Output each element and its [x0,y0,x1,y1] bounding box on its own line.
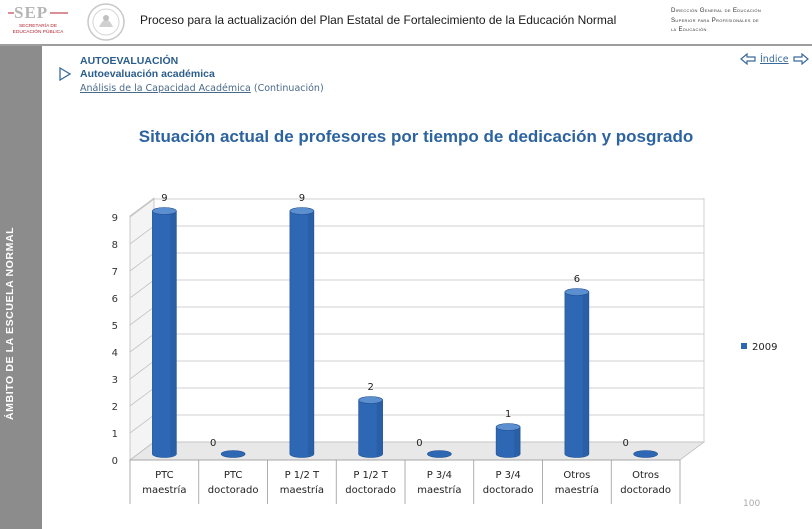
sep-logo-text: SEP [14,3,49,22]
header-directorate-line: la Educación [671,26,707,33]
gridline [129,279,704,299]
sep-logo-subtitle: Secretaría de Educación Pública [12,24,64,35]
header-divider [0,44,812,46]
bar-shade [376,400,383,456]
gridline [129,252,704,272]
data-label: 1 [505,409,511,420]
section-subtitle: Autoevaluación académica [80,68,215,80]
x-tick-label: doctorado [620,485,671,496]
data-label: 9 [299,193,305,204]
bar-shade [170,211,177,456]
bar-shade [307,211,314,456]
chart-side-wall [129,197,155,461]
chart-grid [128,197,706,461]
x-tick-label: P 1/2 T [285,470,320,481]
legend-swatch [741,343,747,349]
bar [495,426,521,458]
bar-top [289,207,315,215]
y-tick-label: 8 [112,240,118,251]
x-tick-label: PTC [155,470,174,481]
bar-shade [582,292,589,456]
x-tick-label: maestría [280,484,324,496]
header-directorate-line: Superior para Profesionales de [671,16,759,24]
header-title: Proceso para la actualización del Plan E… [140,13,617,27]
bar-top [495,423,521,431]
data-label: 9 [161,193,167,204]
bar [220,450,246,458]
section-title: AUTOEVALUACIÓN [80,55,179,67]
gridline [129,387,704,407]
x-tick-label: P 3/4 [427,470,452,481]
x-tick-label: maestría [417,484,461,496]
sep-logo-graphic [8,12,68,14]
bar-top [564,288,590,296]
index-nav: Índice [740,53,809,65]
bar-top [358,396,383,404]
y-tick-label: 9 [112,213,118,224]
header-directorate: Dirección General de Educación Superior … [671,6,801,35]
link-suffix: (Continuación) [253,83,324,94]
gridline [129,414,704,434]
index-link[interactable]: Índice [760,53,789,65]
x-tick-label: doctorado [345,485,396,496]
data-label: 6 [574,274,580,285]
gridline [129,333,704,353]
bar-top [152,207,177,215]
gridline [129,225,704,245]
bar [564,291,590,458]
x-tick-label: maestría [555,484,599,496]
legend-label: 2009 [752,342,777,353]
y-tick-label: 0 [112,456,118,467]
chart-legend: 2009 [741,342,777,353]
chart-labels: 0 1 2 3 4 5 6 7 8 9 9 PTC maestría 0 PTC doctorado 9 P 1/… [112,193,671,496]
sidebar [0,46,42,529]
gridline [129,360,704,380]
x-tick-label: Otros [632,470,659,481]
page-number: 100 [743,499,761,509]
y-tick-label: 6 [112,294,118,305]
data-label: 0 [416,438,422,449]
bar [358,399,383,458]
seal-icon [87,3,125,41]
y-tick-label: 5 [112,321,118,332]
y-tick-label: 2 [112,402,118,413]
y-tick-label: 7 [112,267,118,278]
bar [633,450,658,458]
bar [427,450,452,458]
x-tick-label: doctorado [483,485,534,496]
arrow-left-icon[interactable] [740,53,756,65]
x-tick-label: maestría [142,484,186,496]
chart-bars [152,207,658,458]
gridline [129,306,704,326]
play-icon [59,67,72,81]
header-directorate-line: Dirección General de Educación [671,7,762,14]
data-label: 0 [210,438,216,449]
chart-axes [129,459,681,504]
y-tick-label: 4 [112,348,118,359]
bar [152,210,177,458]
section-link-line: Análisis de la Capacidad Académica (Cont… [80,83,324,94]
capacity-analysis-link[interactable]: Análisis de la Capacidad Académica [80,83,251,94]
sep-logo: SEP Secretaría de Educación Pública [6,3,70,40]
x-tick-label: doctorado [208,485,259,496]
arrow-right-icon[interactable] [792,53,809,65]
y-tick-label: 3 [112,375,118,386]
chart-title: Situación actual de profesores por tiemp… [138,127,694,146]
x-tick-label: P 1/2 T [353,470,388,481]
section-heading: AUTOEVALUACIÓN Autoevaluación académica [80,55,215,81]
data-label: 2 [367,382,373,393]
x-tick-label: P 3/4 [495,470,520,481]
bar [289,210,315,458]
data-label: 0 [622,438,628,449]
bar-shade [514,427,521,456]
x-tick-label: PTC [224,470,243,481]
x-tick-label: Otros [563,470,590,481]
gridline [129,198,704,218]
y-tick-label: 1 [112,429,118,440]
